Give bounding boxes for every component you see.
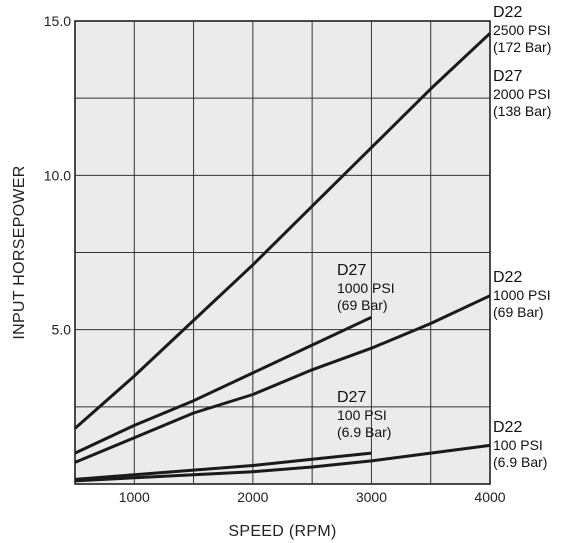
x-tick-label: 2000 xyxy=(237,489,268,505)
x-tick-label: 4000 xyxy=(474,489,505,505)
series-label-model: D27 xyxy=(337,262,366,279)
series-label-metric: (6.9 Bar) xyxy=(337,424,391,440)
x-axis-title: SPEED (RPM) xyxy=(228,523,336,540)
series-label-model: D27 xyxy=(337,389,366,406)
series-label-pressure: 2500 PSI xyxy=(493,22,551,38)
series-label-pressure: 100 PSI xyxy=(337,407,387,423)
series-label-model: D22 xyxy=(493,419,522,436)
series-label-pressure: 100 PSI xyxy=(493,437,543,453)
y-axis-title: INPUT HORSEPOWER xyxy=(11,165,28,339)
series-label-metric: (172 Bar) xyxy=(493,39,551,55)
series-lines xyxy=(74,32,492,483)
series-line-d22-100 xyxy=(74,443,491,483)
series-label-pressure: 1000 PSI xyxy=(493,287,551,303)
series-label-metric: (69 Bar) xyxy=(337,297,388,313)
series-line-d27-100 xyxy=(74,451,372,481)
series-label-pressure: 1000 PSI xyxy=(337,280,395,296)
y-tick-label: 10.0 xyxy=(44,167,71,183)
series-label-metric: (6.9 Bar) xyxy=(493,454,547,470)
series-label-metric: (69 Bar) xyxy=(493,304,544,320)
x-tick-label: 1000 xyxy=(119,489,150,505)
series-label-model: D27 xyxy=(493,68,522,85)
y-tick-label: 15.0 xyxy=(44,13,71,29)
tick-labels: 1000 2000 3000 4000 5.0 10.0 15.0 xyxy=(44,13,506,505)
x-tick-label: 3000 xyxy=(356,489,387,505)
series-label-metric: (138 Bar) xyxy=(493,103,551,119)
series-label-model: D22 xyxy=(493,269,522,286)
y-tick-label: 5.0 xyxy=(52,322,72,338)
series-label-model: D22 xyxy=(493,4,522,21)
series-label-pressure: 2000 PSI xyxy=(493,86,551,102)
series-line-d22-1000 xyxy=(74,294,491,464)
series-line-d22-2500 xyxy=(74,32,492,430)
series-line-d27-1000 xyxy=(74,315,373,455)
grid xyxy=(75,21,490,484)
